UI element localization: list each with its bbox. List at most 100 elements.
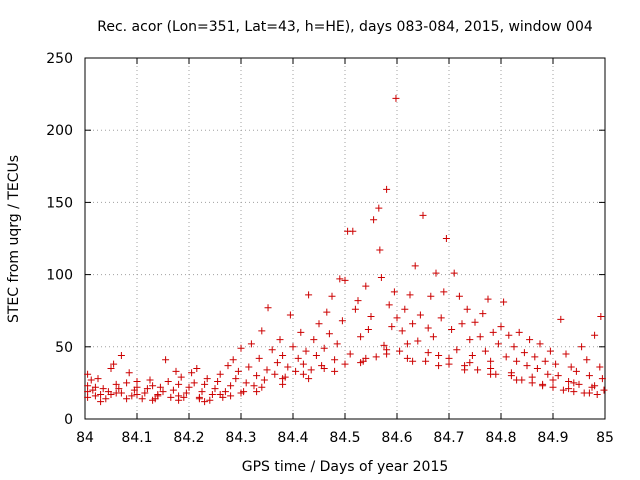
- data-point-plus-marker: [84, 370, 92, 378]
- data-point-plus-marker: [367, 312, 375, 320]
- data-point-plus-marker: [357, 359, 365, 367]
- data-point-plus-marker: [271, 370, 279, 378]
- y-tick-label: 200: [46, 123, 73, 139]
- data-point-plus-marker: [117, 351, 125, 359]
- data-point-plus-marker: [268, 346, 276, 354]
- data-point-plus-marker: [487, 357, 495, 365]
- data-point-plus-marker: [208, 390, 216, 398]
- data-point-plus-marker: [572, 367, 580, 375]
- data-point-plus-marker: [385, 301, 393, 309]
- data-point-plus-marker: [541, 357, 549, 365]
- x-tick-label: 85: [596, 430, 614, 446]
- data-point-plus-marker: [411, 262, 419, 270]
- data-point-plus-marker: [333, 340, 341, 348]
- data-point-plus-marker: [260, 376, 268, 384]
- data-point-plus-marker: [175, 396, 183, 404]
- data-point-plus-marker: [396, 347, 404, 355]
- data-point-plus-marker: [484, 295, 492, 303]
- grid-layer: [85, 58, 605, 419]
- data-point-plus-marker: [520, 349, 528, 357]
- data-point-plus-marker: [429, 333, 437, 341]
- data-point-plus-marker: [91, 392, 99, 400]
- data-point-plus-marker: [138, 395, 146, 403]
- data-point-plus-marker: [437, 314, 445, 322]
- data-points: [84, 94, 608, 406]
- data-point-plus-marker: [201, 398, 209, 406]
- data-point-plus-marker: [284, 363, 292, 371]
- data-point-plus-marker: [455, 292, 463, 300]
- data-point-plus-marker: [500, 298, 508, 306]
- data-point-plus-marker: [310, 336, 318, 344]
- data-point-plus-marker: [263, 366, 271, 374]
- data-point-plus-marker: [346, 350, 354, 358]
- y-tick-label: 0: [64, 412, 73, 428]
- data-point-plus-marker: [338, 317, 346, 325]
- data-point-plus-marker: [87, 376, 95, 384]
- data-point-plus-marker: [175, 380, 183, 388]
- data-point-plus-marker: [398, 327, 406, 335]
- data-point-plus-marker: [99, 385, 107, 393]
- data-point-plus-marker: [536, 340, 544, 348]
- data-point-plus-marker: [489, 328, 497, 336]
- data-point-plus-marker: [336, 275, 344, 283]
- data-point-plus-marker: [195, 393, 203, 401]
- x-tick-label: 84: [76, 430, 94, 446]
- x-axis-label: GPS time / Days of year 2015: [242, 459, 449, 475]
- data-point-plus-marker: [593, 390, 601, 398]
- data-point-plus-marker: [107, 364, 115, 372]
- data-point-plus-marker: [448, 325, 456, 333]
- data-point-plus-marker: [315, 320, 323, 328]
- data-point-plus-marker: [565, 385, 573, 393]
- data-point-plus-marker: [133, 377, 141, 385]
- x-tick-label: 84.8: [485, 430, 516, 446]
- data-point-plus-marker: [533, 364, 541, 372]
- data-point-plus-marker: [232, 375, 240, 383]
- data-point-plus-marker: [597, 312, 605, 320]
- data-point-plus-marker: [528, 373, 536, 381]
- data-point-plus-marker: [461, 366, 469, 374]
- data-point-plus-marker: [156, 383, 164, 391]
- data-point-plus-marker: [523, 362, 531, 370]
- data-point-plus-marker: [349, 227, 357, 235]
- data-point-plus-marker: [372, 353, 380, 361]
- data-point-plus-marker: [180, 393, 188, 401]
- data-point-plus-marker: [227, 382, 235, 390]
- data-point-plus-marker: [376, 246, 384, 254]
- data-point-plus-marker: [146, 376, 154, 384]
- data-point-plus-marker: [325, 330, 333, 338]
- data-point-plus-marker: [476, 333, 484, 341]
- data-point-plus-marker: [258, 327, 266, 335]
- data-point-plus-marker: [279, 351, 287, 359]
- data-point-plus-marker: [393, 314, 401, 322]
- data-point-plus-marker: [351, 305, 359, 313]
- x-tick-label: 84.6: [381, 430, 412, 446]
- data-point-plus-marker: [600, 386, 608, 394]
- data-point-plus-marker: [466, 336, 474, 344]
- data-point-plus-marker: [115, 385, 123, 393]
- data-point-plus-marker: [354, 297, 362, 305]
- data-point-plus-marker: [554, 372, 562, 380]
- data-point-plus-marker: [107, 390, 115, 398]
- data-point-plus-marker: [409, 320, 417, 328]
- data-point-plus-marker: [320, 344, 328, 352]
- data-point-plus-marker: [247, 340, 255, 348]
- data-point-plus-marker: [466, 359, 474, 367]
- data-point-plus-marker: [531, 353, 539, 361]
- data-point-plus-marker: [526, 336, 534, 344]
- data-point-plus-marker: [424, 349, 432, 357]
- data-point-plus-marker: [253, 372, 261, 380]
- data-point-plus-marker: [435, 362, 443, 370]
- data-point-plus-marker: [497, 323, 505, 331]
- data-point-plus-marker: [250, 382, 258, 390]
- data-point-plus-marker: [190, 379, 198, 387]
- data-point-plus-marker: [471, 318, 479, 326]
- data-point-plus-marker: [463, 305, 471, 313]
- data-point-plus-marker: [224, 362, 232, 370]
- data-point-plus-marker: [390, 288, 398, 296]
- data-point-plus-marker: [453, 346, 461, 354]
- data-point-plus-marker: [598, 375, 606, 383]
- data-point-plus-marker: [559, 386, 567, 394]
- data-point-plus-marker: [549, 383, 557, 391]
- data-point-plus-marker: [570, 388, 578, 396]
- data-point-plus-marker: [401, 305, 409, 313]
